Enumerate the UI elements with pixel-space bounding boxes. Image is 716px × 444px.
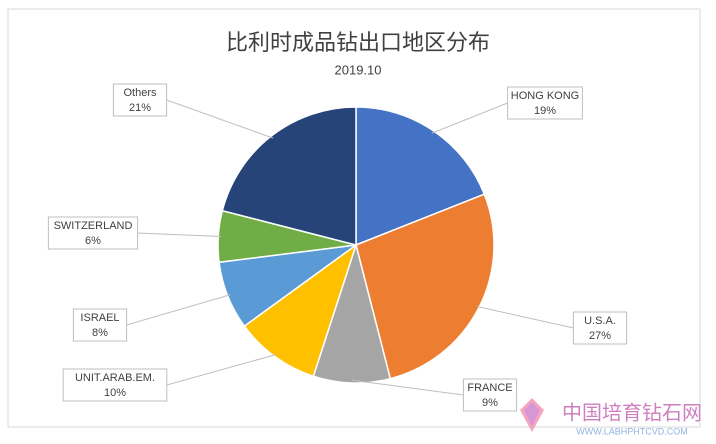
data-label: FRANCE 9% (462, 378, 518, 412)
data-label: UNIT.ARAB.EM. 10% (62, 368, 168, 402)
label-value: 19% (534, 105, 556, 117)
label-category: FRANCE (467, 382, 512, 394)
label-box (507, 86, 583, 120)
data-label: SWITZERLAND 6% (47, 216, 139, 250)
chart-title: 比利时成品钻出口地区分布 (226, 30, 490, 55)
label-category: ISRAEL (80, 312, 119, 324)
label-value: 8% (92, 327, 108, 339)
label-category: UNIT.ARAB.EM. (75, 372, 155, 384)
label-value: 9% (482, 397, 498, 409)
leader-line (351, 379, 464, 396)
watermark: 中国培育钻石网 WWW.LABHPHTCVD.COM (520, 398, 702, 436)
label-value: 21% (129, 102, 151, 114)
pie-slice (355, 106, 486, 247)
data-label: ISRAEL 8% (72, 308, 128, 342)
watermark-icon-inner (524, 402, 540, 426)
label-box (47, 216, 139, 250)
data-label: HONG KONG 19% (507, 86, 583, 120)
data-label: U.S.A. 27% (572, 311, 628, 345)
leader-line (137, 232, 222, 238)
label-category: SWITZERLAND (54, 220, 133, 232)
label-box (112, 83, 168, 117)
leader-line (476, 305, 574, 329)
label-box (462, 378, 518, 412)
watermark-title: 中国培育钻石网 (562, 401, 702, 424)
data-label: Others 21% (112, 83, 168, 117)
label-value: 6% (85, 235, 101, 247)
label-category: HONG KONG (511, 90, 579, 102)
pie-slice (221, 106, 357, 246)
label-category: Others (123, 87, 157, 99)
pie-slice (355, 193, 495, 380)
leader-line (431, 102, 508, 134)
label-value: 10% (104, 387, 126, 399)
label-value: 27% (589, 330, 611, 342)
label-box (72, 308, 128, 342)
leader-line (126, 294, 231, 326)
watermark-url: WWW.LABHPHTCVD.COM (576, 426, 688, 436)
pie-slice (243, 243, 358, 378)
chart-subtitle: 2019.10 (335, 62, 382, 77)
label-box (572, 311, 628, 345)
leader-line (166, 353, 277, 386)
leader-line (166, 99, 274, 139)
label-box (62, 368, 168, 402)
label-category: U.S.A. (584, 315, 616, 327)
